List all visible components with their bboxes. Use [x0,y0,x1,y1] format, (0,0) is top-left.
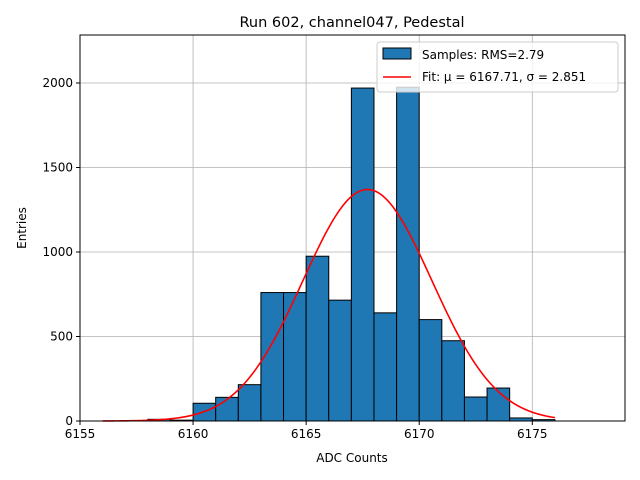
y-tick-label: 1000 [42,245,73,259]
x-tick-label: 6160 [178,427,209,441]
y-axis-label: Entries [15,207,29,249]
histogram-bar [486,387,511,422]
x-tick-label: 6170 [404,427,435,441]
x-axis-label: ADC Counts [316,451,388,465]
histogram-bar [441,340,465,422]
x-tick-label: 6155 [65,427,96,441]
fit-curve [102,188,556,422]
histogram-bar [373,312,398,422]
y-tick-label: 500 [50,329,73,343]
legend-samples: Samples: RMS=2.79 [422,48,544,62]
histogram-bar [283,292,307,422]
x-tick-label: 6165 [291,427,322,441]
y-tick-label: 1500 [42,160,73,174]
legend-fit: Fit: μ = 6167.71, σ = 2.851 [422,70,586,84]
histogram-bar [215,396,239,422]
legend-patch [382,47,412,60]
histogram-bar [396,86,420,422]
histogram-bar [463,396,488,422]
histogram-bar [237,384,262,422]
bars [147,86,556,422]
chart-title: Run 602, channel047, Pedestal [239,15,464,31]
plot-frame [79,34,626,422]
histogram-bar [328,299,352,422]
histogram-bar [350,87,375,422]
legend: Samples: RMS=2.79 Fit: μ = 6167.71, σ = … [376,41,619,93]
histogram-bar [305,255,330,422]
ticks: 6155 6160 6165 6170 6175 0 500 1000 1500 2000 [42,76,547,441]
x-tick-label: 6175 [517,427,548,441]
y-tick-label: 2000 [42,76,73,90]
y-tick-label: 0 [65,414,73,428]
histogram-bar [418,319,443,422]
